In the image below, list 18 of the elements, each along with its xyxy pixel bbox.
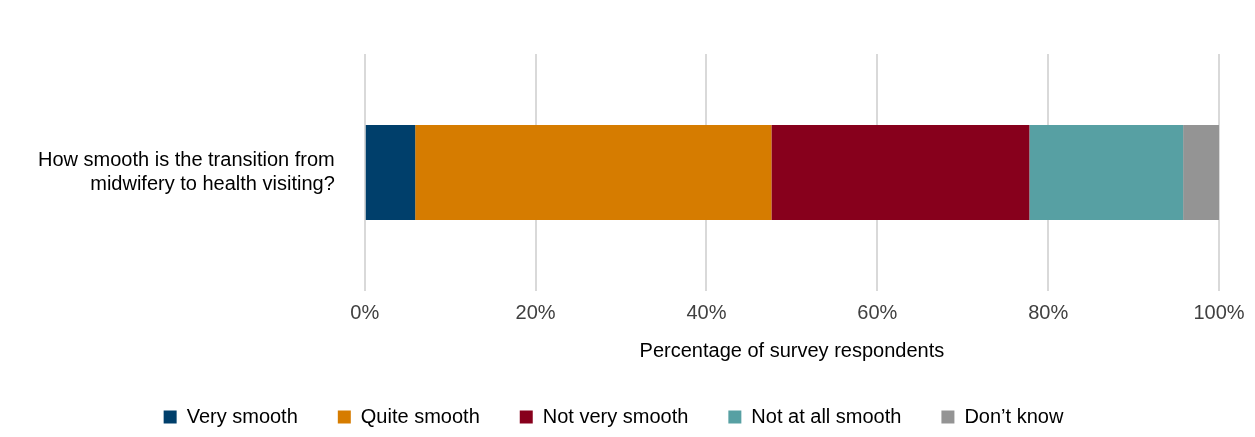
x-axis-title: Percentage of survey respondents — [639, 338, 945, 361]
y-tick-label: How smooth is the transition from midwifery to health visiting? — [38, 148, 335, 195]
x-tick-label: 20% — [515, 300, 556, 323]
bar — [1029, 125, 1184, 220]
x-tick-label: 40% — [686, 300, 727, 323]
legend-label: Not at all smooth — [751, 404, 902, 427]
bar — [415, 125, 772, 220]
legend-label: Very smooth — [186, 404, 298, 427]
legend-label: Not very smooth — [542, 404, 689, 427]
x-tick-label: 100% — [1193, 300, 1245, 323]
legend-label: Don’t know — [964, 404, 1064, 427]
x-tick-label: 60% — [857, 300, 898, 323]
bar — [365, 125, 416, 220]
x-tick-label: 0% — [350, 300, 380, 323]
x-tick-label: 80% — [1028, 300, 1069, 323]
bar — [771, 125, 1030, 220]
bar — [1183, 125, 1219, 220]
legend-label: Quite smooth — [360, 404, 480, 427]
